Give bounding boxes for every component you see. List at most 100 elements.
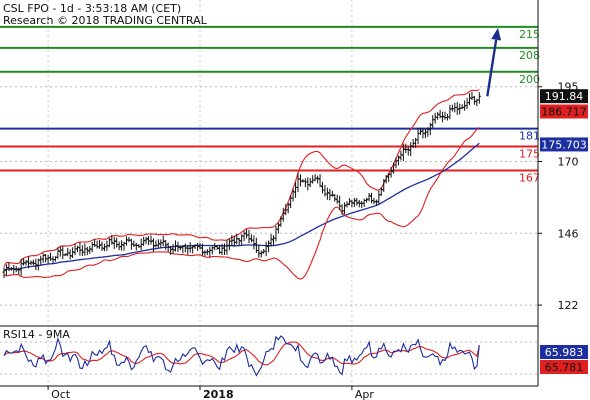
price-badge-2: 175.703 — [540, 137, 588, 152]
price-bar — [61, 246, 65, 260]
x-tick-label: Apr — [355, 388, 375, 400]
chart-title: CSL FPO - 1d - 3:53:18 AM (CET) — [3, 2, 181, 15]
price-bar — [181, 245, 185, 254]
price-bar — [391, 162, 396, 174]
price-bar — [7, 262, 11, 272]
price-bar — [22, 257, 26, 266]
price-bar — [41, 253, 45, 263]
price-bar — [186, 245, 190, 255]
price-bar — [406, 146, 410, 156]
price-bar — [156, 239, 160, 248]
price-bar — [440, 111, 445, 123]
y-tick-label: 146 — [558, 227, 579, 240]
price-bar — [303, 178, 307, 188]
x-tick-label: Oct — [51, 388, 71, 400]
price-bar — [53, 256, 58, 262]
price-bar — [308, 178, 312, 188]
price-bar — [142, 236, 146, 246]
price-bar — [450, 104, 454, 112]
price-bar — [100, 241, 104, 252]
price-bar — [151, 238, 156, 252]
price-bar — [259, 250, 263, 258]
price-bar — [279, 216, 283, 227]
price-bar — [2, 267, 6, 279]
price-bar — [88, 246, 92, 254]
projection-arrow-shaft — [486, 39, 498, 97]
price-bar — [264, 241, 268, 257]
price-bar — [215, 245, 219, 250]
svg-text:65.983: 65.983 — [545, 346, 584, 359]
price-bar — [271, 235, 276, 246]
price-bar — [144, 236, 148, 245]
price-bar — [328, 188, 332, 201]
price-bar — [401, 143, 405, 162]
price-bar — [276, 222, 280, 234]
price-bar — [433, 112, 437, 124]
svg-text:191.84: 191.84 — [545, 90, 584, 103]
svg-text:186.717: 186.717 — [541, 106, 587, 119]
price-bar — [316, 175, 320, 184]
price-bar — [460, 104, 464, 110]
price-bar — [178, 245, 182, 251]
price-bar — [436, 112, 440, 120]
rsi-ma-line — [3, 341, 480, 366]
price-bar — [384, 175, 388, 184]
price-bar — [56, 247, 60, 259]
price-bar — [115, 237, 119, 248]
price-bar — [29, 260, 33, 266]
price-bar — [195, 243, 200, 251]
price-bar — [247, 229, 251, 244]
price-bar — [68, 249, 72, 260]
price-bar — [369, 192, 374, 204]
price-bar — [46, 254, 50, 264]
price-bar — [323, 184, 327, 197]
chart-copyright: Research © 2018 TRADING CENTRAL — [3, 14, 208, 27]
price-bar — [161, 235, 165, 247]
level-label-175: 175 — [519, 148, 540, 161]
price-bar — [286, 202, 290, 214]
price-bar — [325, 187, 329, 200]
price-bar — [208, 246, 212, 258]
rsi-line — [3, 335, 480, 377]
price-bar — [372, 197, 376, 205]
price-bar — [416, 127, 420, 145]
price-bar — [120, 240, 124, 251]
price-bar — [222, 243, 227, 255]
price-bar — [85, 246, 89, 256]
rsi-ma-badge: 65.781 — [540, 360, 588, 374]
price-bar — [274, 226, 278, 242]
projection-arrow — [486, 27, 502, 97]
price-bar — [404, 143, 408, 154]
price-bar — [159, 239, 163, 248]
main-grid — [0, 0, 538, 386]
price-bar — [467, 93, 472, 106]
price-bar — [306, 177, 310, 191]
price-bar — [352, 197, 356, 208]
price-bar — [200, 243, 205, 256]
svg-text:175.703: 175.703 — [541, 138, 587, 151]
price-bar — [75, 245, 80, 253]
price-bar — [242, 231, 246, 242]
bollinger-lower-line — [3, 126, 480, 280]
price-bar — [362, 198, 366, 207]
price-bar — [78, 241, 82, 256]
price-bar — [455, 101, 459, 115]
price-bar — [249, 234, 254, 243]
price-bar — [335, 194, 339, 204]
price-bar — [365, 197, 369, 203]
price-bar — [458, 103, 462, 115]
price-bar — [443, 111, 447, 120]
level-lines: 215 208 200 181 175 167 — [0, 25, 540, 184]
price-bar — [426, 127, 430, 137]
price-bar — [472, 95, 476, 105]
price-bar — [97, 240, 102, 249]
price-bar — [257, 245, 261, 258]
price-bar — [377, 190, 381, 204]
rsi-title: RSI14 - 9MA — [3, 328, 70, 341]
price-bar — [418, 127, 423, 135]
price-bar — [347, 198, 352, 206]
price-bar — [333, 194, 337, 202]
price-bar — [367, 192, 371, 202]
level-label-208: 208 — [519, 49, 540, 62]
price-bar — [58, 246, 62, 257]
